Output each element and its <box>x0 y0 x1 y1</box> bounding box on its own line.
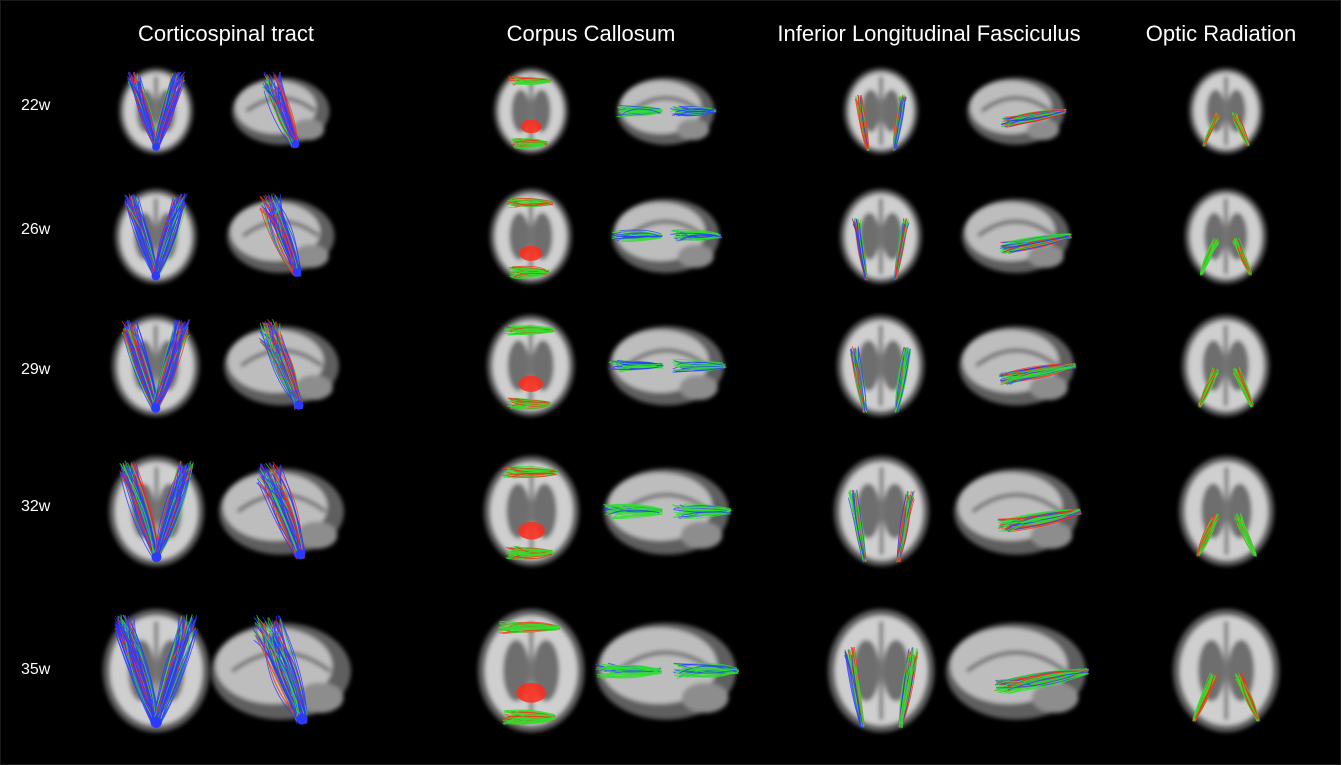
column-title-optic-radiation: Optic Radiation <box>1145 21 1297 46</box>
brain-panel-ilf-axial-r2 <box>840 188 922 284</box>
column-title-corticospinal: Corticospinal tract <box>137 21 315 46</box>
row-label-35w: 35w <box>21 661 51 678</box>
brain-panel-or-axial-r4 <box>1178 456 1274 566</box>
brain-panel-cst-sagittal-r4 <box>218 461 344 559</box>
brain-panel-cst-coronal-r2 <box>115 188 197 284</box>
brain-panel-cc-axial-r4 <box>483 456 579 566</box>
row-label-29w: 29w <box>21 361 51 378</box>
brain-panel-ilf-sagittal-r5 <box>946 622 1089 720</box>
brain-panel-or-axial-r3 <box>1182 315 1270 417</box>
row-label-22w: 22w <box>21 97 51 114</box>
brain-panel-cst-coronal-r3 <box>112 315 200 417</box>
column-title-corpus-callosum: Corpus Callosum <box>506 21 676 46</box>
brain-panel-ilf-axial-r3 <box>837 315 925 417</box>
brain-panel-cc-sagittal-r2 <box>611 198 723 274</box>
row-label-32w: 32w <box>21 498 51 515</box>
column-title-ilf: Inferior Longitudinal Fasciculus <box>777 21 1081 46</box>
brain-panel-ilf-sagittal-r2 <box>962 198 1073 274</box>
brain-panel-ilf-axial-r4 <box>833 456 929 566</box>
brain-panel-cst-coronal-r1 <box>118 68 194 154</box>
brain-panel-cst-sagittal-r5 <box>211 614 351 725</box>
brain-panel-cc-sagittal-r4 <box>602 467 732 555</box>
brain-panel-ilf-axial-r5 <box>827 609 935 733</box>
brain-panel-ilf-sagittal-r1 <box>967 77 1067 145</box>
brain-panel-cc-sagittal-r5 <box>595 622 740 720</box>
brain-panel-or-axial-r1 <box>1188 68 1264 154</box>
brain-panel-ilf-axial-r1 <box>843 68 919 154</box>
brain-panel-cc-sagittal-r3 <box>607 326 727 406</box>
brain-panel-cst-sagittal-r2 <box>227 193 335 278</box>
brain-panel-cc-axial-r1 <box>493 68 569 154</box>
brain-panel-cst-sagittal-r3 <box>223 319 339 410</box>
brain-panel-cst-sagittal-r1 <box>232 71 330 149</box>
brain-panel-cc-axial-r5 <box>477 609 585 733</box>
brain-panel-cc-axial-r3 <box>487 315 575 417</box>
brain-panel-ilf-sagittal-r4 <box>953 467 1082 555</box>
brain-panel-cc-axial-r2 <box>490 188 572 284</box>
brain-panel-cst-coronal-r4 <box>108 456 204 566</box>
brain-panel-or-axial-r5 <box>1172 609 1280 733</box>
brain-panel-ilf-sagittal-r3 <box>958 326 1077 406</box>
brain-panel-or-axial-r2 <box>1185 188 1267 284</box>
brain-panel-cst-coronal-r5 <box>102 609 210 733</box>
row-label-26w: 26w <box>21 221 51 238</box>
brain-panel-cc-sagittal-r1 <box>616 77 717 145</box>
